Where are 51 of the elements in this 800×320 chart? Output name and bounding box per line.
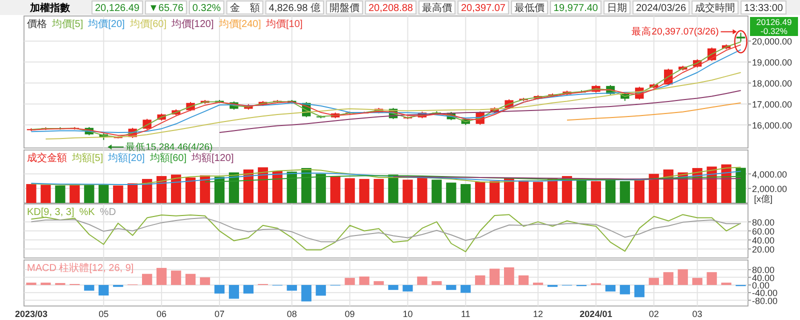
chart-title: 加權指數 (29, 2, 71, 14)
x-tick-label: 10 (402, 309, 413, 319)
y-axis-title: [x億] (754, 194, 773, 204)
y-tick-label: 20,000.00 (752, 36, 792, 47)
text: 均額[20] (107, 152, 146, 164)
x-tick-label: 05 (98, 309, 109, 319)
annotation: 最高20,397.07(3/26) (632, 26, 719, 38)
y-tick-label: 19,000.00 (752, 58, 792, 68)
y-tick-label: 80.00 (752, 265, 775, 276)
text: 均額[5] (71, 152, 104, 164)
text: 均價[240] (218, 18, 262, 30)
y-tick-label: 0.00 (752, 280, 770, 290)
y-axis-title: 價格 (27, 18, 47, 30)
x-tick-label: 2024/01 (580, 309, 612, 319)
chart-title: KD[9, 3, 3] (27, 207, 74, 218)
y-tick-label: 17,000.00 (752, 99, 792, 110)
y-tick-label: 20.00 (752, 244, 775, 254)
text: 成交金額 (27, 152, 67, 164)
text: -0.32% (760, 26, 788, 36)
text: 均價[120] (170, 18, 214, 30)
x-tick-label: 08 (286, 309, 297, 319)
x-tick-label: 12 (533, 309, 544, 319)
y-tick-label: 2,000.00 (752, 184, 788, 194)
y-tick-label: -80.00 (752, 296, 778, 306)
x-tick-label: 07 (214, 309, 224, 319)
header: 加權指數 20,126.49 ▼65.76 0.32% 金 額 4,826.98 億 開盤價 20,208.88 最高價 20,397.07 最低價 19,977.40 日期 2024/03/26 成交時間 13:33:00 (0, 0, 800, 15)
y-tick-label: 18,000.00 (752, 78, 792, 88)
series-label: %D (100, 207, 116, 218)
x-tick-label: 09 (344, 309, 355, 319)
text: 均價[60] (128, 18, 167, 30)
text: 均價[5] (51, 18, 84, 30)
annotation: 最低15,284.46(4/26) (126, 142, 213, 153)
text: 20126.49 (756, 17, 792, 27)
chart-title: MACD 柱狀體[12, 26, 9] (27, 262, 134, 274)
y-tick-label: -40.00 (752, 288, 778, 298)
y-tick-label: 80.00 (752, 217, 775, 228)
series-label: %K (79, 207, 96, 218)
x-tick-label: 03 (692, 309, 702, 319)
x-tick-label: 02 (648, 309, 659, 319)
y-tick-label: 40.00 (752, 272, 775, 283)
y-tick-label: 40.00 (752, 235, 775, 246)
text: 均價[10] (265, 18, 303, 30)
x-tick-label: 06 (156, 309, 167, 319)
y-tick-label: 60.00 (752, 226, 775, 236)
y-tick-label: 4,000.00 (752, 169, 788, 180)
x-tick-label: 2023/03 (14, 309, 48, 319)
text: 均價[20] (87, 18, 126, 30)
y-tick-label: 16,000.00 (752, 120, 792, 130)
x-tick-label: 11 (460, 309, 470, 319)
text: 均額[60] (148, 152, 187, 164)
text: 均額[120] (190, 152, 234, 164)
